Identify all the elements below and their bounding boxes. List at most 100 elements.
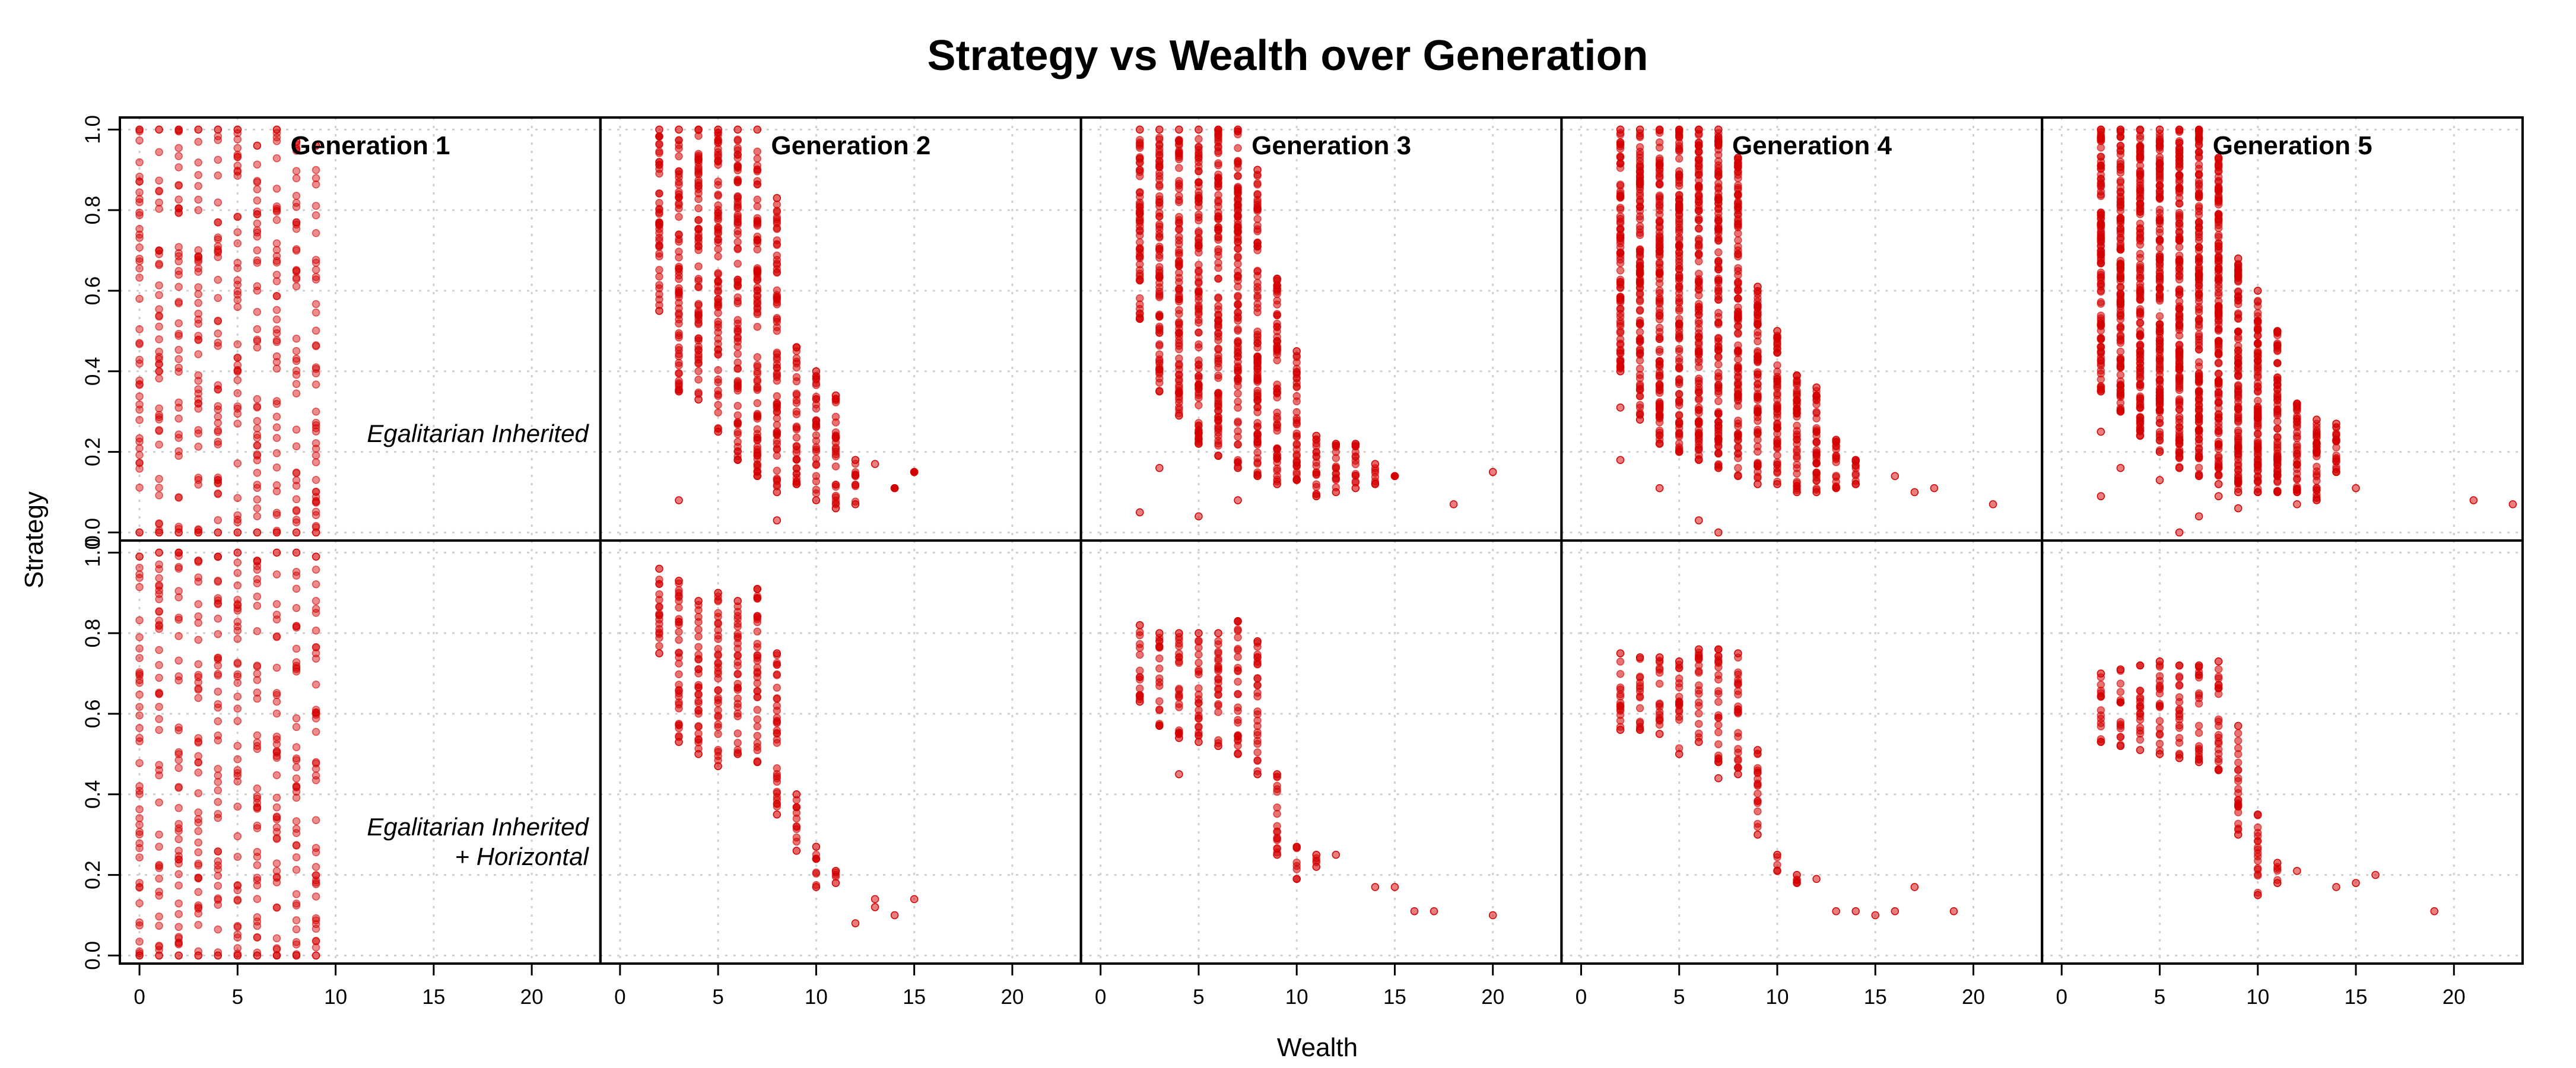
data-point [1253, 472, 1262, 481]
data-point [135, 670, 144, 678]
data-point [253, 627, 262, 635]
data-point [155, 625, 163, 633]
data-point [292, 518, 301, 527]
data-point [194, 171, 202, 179]
data-point [1155, 705, 1164, 714]
data-point [155, 291, 163, 300]
data-point [1714, 318, 1723, 327]
data-point [2116, 157, 2125, 166]
data-point [1695, 236, 1703, 245]
data-point [1616, 294, 1625, 303]
data-point [2116, 322, 2125, 331]
data-point [1136, 691, 1144, 700]
data-point [733, 245, 742, 253]
data-point [655, 169, 663, 178]
data-point [214, 688, 223, 696]
panel-points-r0-c2 [1136, 125, 1497, 521]
data-point [1635, 162, 1644, 171]
data-point [174, 764, 183, 773]
data-point [272, 364, 281, 373]
data-point [2136, 307, 2145, 316]
data-point [1273, 327, 1281, 336]
data-point [272, 632, 281, 641]
data-point [1714, 125, 1723, 134]
data-point [773, 719, 782, 727]
data-point [1155, 629, 1164, 637]
data-point [233, 742, 242, 750]
data-point [1175, 293, 1183, 301]
data-point [1714, 185, 1723, 193]
data-point [2214, 326, 2223, 335]
data-point [714, 427, 722, 436]
data-point [174, 870, 183, 879]
data-point [773, 735, 782, 744]
data-point [155, 942, 163, 950]
data-point [174, 804, 183, 812]
data-point [1793, 488, 1801, 497]
data-point [1234, 291, 1242, 300]
data-point [1655, 484, 1664, 492]
data-point [694, 320, 703, 328]
data-point [773, 317, 782, 326]
data-point [155, 646, 163, 654]
data-point [675, 387, 683, 396]
data-point [174, 614, 183, 622]
data-point [253, 951, 262, 960]
data-point [733, 750, 742, 758]
data-point [2254, 423, 2262, 431]
data-point [214, 294, 223, 303]
data-point [733, 729, 742, 738]
data-point [292, 199, 301, 207]
data-point [2254, 331, 2262, 340]
data-point [312, 878, 320, 887]
data-point [2175, 137, 2184, 145]
data-point [675, 125, 683, 134]
data-point [1734, 402, 1742, 411]
data-point [773, 265, 782, 274]
data-point [714, 235, 722, 244]
data-point [1273, 274, 1281, 283]
data-point [2293, 500, 2301, 508]
data-point [1675, 429, 1684, 437]
data-point [155, 440, 163, 449]
data-point [1695, 431, 1703, 439]
data-point [194, 246, 202, 255]
data-point [233, 276, 242, 285]
data-point [2332, 468, 2340, 476]
data-point [753, 165, 761, 174]
data-point [214, 426, 223, 435]
data-point [2194, 435, 2203, 444]
data-point [2214, 266, 2223, 274]
data-point [2254, 339, 2262, 347]
data-point [155, 322, 163, 331]
data-point [233, 228, 242, 237]
data-point [272, 697, 281, 706]
data-point [312, 141, 320, 150]
data-point [714, 609, 722, 617]
data-point [2234, 309, 2243, 317]
panel-points-r1-c1 [655, 564, 919, 927]
data-point [272, 246, 281, 254]
data-point [1351, 471, 1360, 480]
data-point [1655, 217, 1664, 225]
data-point [233, 212, 242, 221]
data-point [1655, 270, 1664, 279]
data-point [292, 516, 301, 524]
data-point [1773, 380, 1781, 389]
data-point [1714, 209, 1723, 218]
data-point [135, 451, 144, 459]
data-point [194, 921, 202, 929]
data-point [2136, 194, 2145, 203]
data-point [174, 345, 183, 354]
data-point [312, 259, 320, 267]
data-point [2254, 367, 2262, 376]
data-point [2136, 144, 2145, 152]
data-point [1155, 341, 1164, 350]
data-point [655, 218, 663, 227]
data-point [174, 163, 183, 171]
data-point [194, 206, 202, 214]
data-point [155, 688, 163, 697]
data-point [1253, 437, 1262, 446]
data-point [2116, 259, 2125, 268]
data-point [1155, 664, 1164, 673]
